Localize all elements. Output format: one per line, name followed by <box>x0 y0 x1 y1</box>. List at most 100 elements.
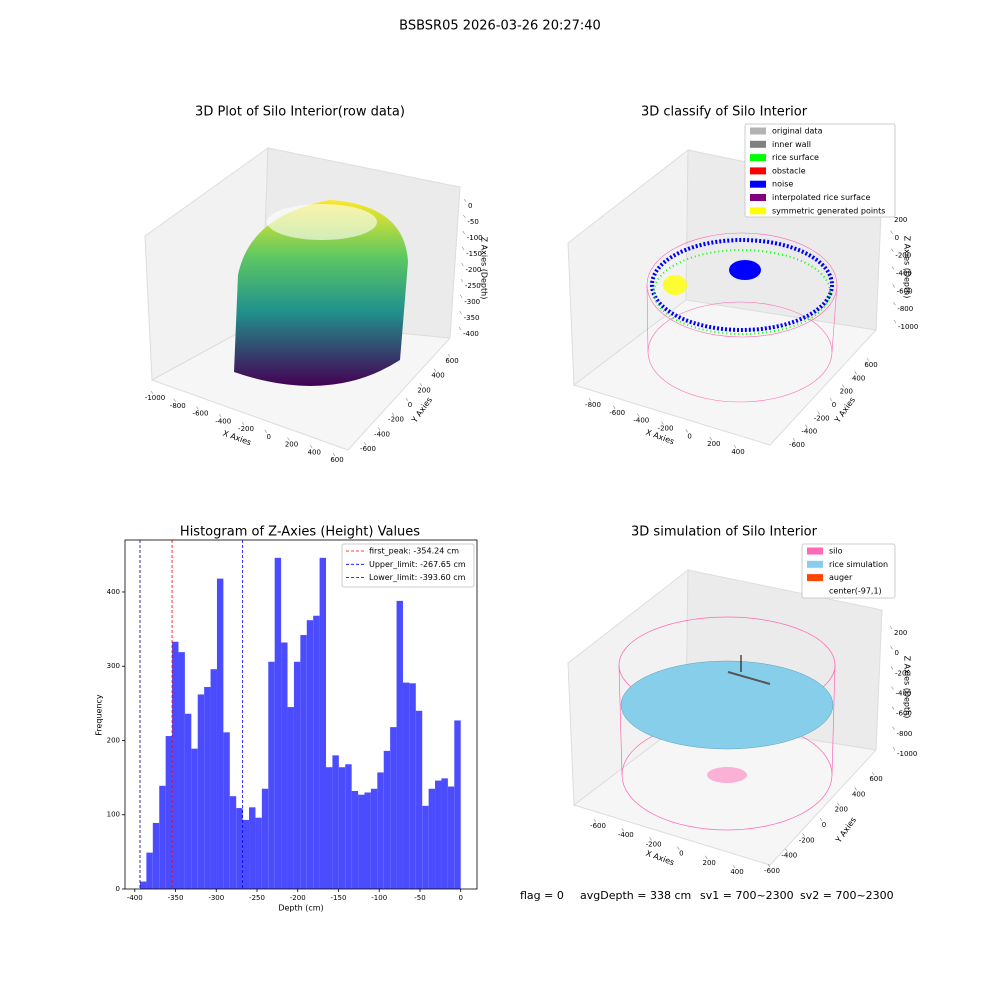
bar <box>332 755 339 889</box>
legend-label: center(-97,1) <box>829 586 882 595</box>
tick-mark <box>637 413 640 417</box>
bar <box>454 720 461 889</box>
x-tick-label: 600 <box>330 456 343 464</box>
z-tick-label: -300 <box>464 298 480 306</box>
tick-mark <box>892 726 895 730</box>
tick-mark <box>419 383 423 387</box>
tick-mark <box>150 390 154 395</box>
bar <box>300 635 307 889</box>
y-tick-label: 0 <box>822 821 826 829</box>
x-tick-label: -50 <box>414 894 425 902</box>
tick-mark <box>461 246 465 251</box>
bar <box>255 817 262 889</box>
bar <box>152 822 160 889</box>
tick-mark <box>892 746 896 751</box>
chart-title: Histogram of Z-Axies (Height) Values <box>180 525 420 540</box>
bar <box>184 713 192 889</box>
x-tick-label: -200 <box>646 840 662 848</box>
bar <box>197 694 205 889</box>
z-tick-label: 200 <box>894 629 907 637</box>
x-tick-label: -200 <box>290 894 306 902</box>
tick-mark <box>891 706 895 710</box>
legend-swatch <box>750 180 766 188</box>
tick-mark <box>173 398 176 402</box>
tick-mark <box>733 444 737 449</box>
bar <box>415 710 423 889</box>
tick-mark <box>287 437 290 441</box>
x-tick-label: -400 <box>215 417 231 425</box>
x-axis-label: Depth (cm) <box>278 904 323 913</box>
tick-mark <box>890 646 893 650</box>
tick-mark <box>460 278 464 283</box>
y-tick-label: 600 <box>869 775 882 783</box>
tick-mark <box>621 828 625 832</box>
x-tick-label: -300 <box>208 894 224 902</box>
footer-text: avgDepth = 338 cm <box>580 889 691 902</box>
tick-mark <box>871 771 875 776</box>
tick-mark <box>661 421 664 425</box>
bar <box>191 748 198 889</box>
axes-frame <box>124 539 478 890</box>
bar <box>441 778 448 889</box>
bar <box>178 652 185 889</box>
tick-mark <box>310 445 313 449</box>
bar <box>287 707 294 889</box>
y-tick-label: 600 <box>445 357 458 365</box>
z-tick-label: -1000 <box>898 323 918 331</box>
legend-label: noise <box>772 180 793 189</box>
bar <box>268 661 275 889</box>
y-tick-label: 200 <box>835 806 848 814</box>
tick-mark <box>802 833 805 837</box>
tick-mark <box>433 368 437 372</box>
x-tick-label: -200 <box>658 425 674 433</box>
y-tick-label: -200 <box>388 416 404 424</box>
y-axis-label: Frequency <box>95 694 104 736</box>
z-tick-label: -200 <box>895 669 911 677</box>
tick-mark <box>891 266 895 270</box>
y-tick-label: 300 <box>107 662 120 670</box>
y-tick-label: -400 <box>374 430 390 438</box>
bar <box>319 557 327 889</box>
legend-box <box>341 543 475 588</box>
bar <box>242 819 250 889</box>
bar <box>364 792 371 889</box>
x-tick-label: -800 <box>585 401 601 409</box>
z-axis-label: Z Axies (Depth) <box>480 237 489 300</box>
tick-mark <box>612 405 616 409</box>
z-tick-label: 0 <box>895 234 899 242</box>
footer-text: flag = 0 <box>520 889 564 902</box>
y-tick-label: 0 <box>832 401 836 409</box>
legend-label: rice simulation <box>829 560 888 569</box>
legend-swatch <box>807 560 823 568</box>
tick-mark <box>892 284 895 288</box>
bar <box>396 600 403 889</box>
bar <box>139 881 147 889</box>
bar <box>146 852 153 889</box>
y-tick-label: -400 <box>801 428 817 436</box>
bar <box>409 683 416 889</box>
z-tick-label: -50 <box>467 218 478 226</box>
z-tick-label: -250 <box>465 282 481 290</box>
bar <box>402 682 410 889</box>
z-tick-label: -400 <box>896 270 912 278</box>
legend-swatch <box>807 547 823 555</box>
chart-title: 3D classify of Silo Interior <box>641 105 808 120</box>
y-tick-label: 400 <box>852 374 865 382</box>
legend-swatch <box>750 207 766 215</box>
tick-mark <box>854 787 857 791</box>
tick-mark <box>866 357 870 362</box>
x-tick-label: 200 <box>703 859 716 867</box>
legend-box <box>744 123 896 218</box>
tick-mark <box>854 371 857 375</box>
bar <box>159 785 166 889</box>
y-tick-label: 600 <box>864 361 877 369</box>
suptitle: BSBSR05 2026-03-26 20:27:40 <box>399 19 601 34</box>
bar <box>422 805 429 889</box>
tick-mark <box>463 198 467 203</box>
z-tick-label: 0 <box>895 649 899 657</box>
y-tick-label: 0 <box>408 401 412 409</box>
y-tick-label: -600 <box>764 867 780 875</box>
legend-swatch <box>750 167 766 175</box>
y-tick-label: -600 <box>789 441 805 449</box>
point-cloud-2 <box>646 232 838 403</box>
